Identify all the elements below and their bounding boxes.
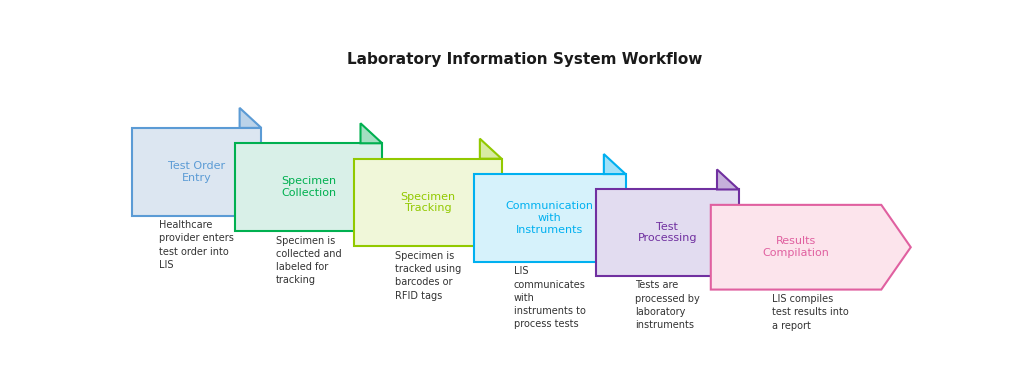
Polygon shape	[240, 108, 261, 128]
Text: LIS compiles
test results into
a report: LIS compiles test results into a report	[772, 294, 849, 330]
Text: Laboratory Information System Workflow: Laboratory Information System Workflow	[347, 52, 702, 67]
Polygon shape	[604, 154, 626, 174]
Polygon shape	[717, 169, 738, 190]
Polygon shape	[717, 169, 738, 190]
Polygon shape	[711, 205, 910, 290]
Text: Healthcare
provider enters
test order into
LIS: Healthcare provider enters test order in…	[159, 220, 234, 270]
Polygon shape	[596, 190, 738, 276]
Text: Specimen is
collected and
labeled for
tracking: Specimen is collected and labeled for tr…	[275, 236, 341, 285]
Polygon shape	[480, 139, 502, 159]
Polygon shape	[474, 174, 626, 262]
Text: Specimen
Tracking: Specimen Tracking	[400, 192, 456, 213]
Text: Results
Compilation: Results Compilation	[763, 236, 829, 258]
Polygon shape	[360, 123, 382, 143]
Polygon shape	[234, 143, 382, 231]
Text: Test
Processing: Test Processing	[638, 222, 697, 243]
Polygon shape	[360, 123, 382, 143]
Polygon shape	[354, 159, 502, 246]
Text: Test Order
Entry: Test Order Entry	[168, 161, 225, 183]
Text: Communication
with
Instruments: Communication with Instruments	[506, 201, 594, 235]
Polygon shape	[240, 108, 261, 128]
Polygon shape	[480, 139, 502, 159]
Polygon shape	[604, 154, 626, 174]
Text: Specimen is
tracked using
barcodes or
RFID tags: Specimen is tracked using barcodes or RF…	[395, 251, 461, 301]
Polygon shape	[132, 128, 261, 216]
Text: Specimen
Collection: Specimen Collection	[281, 176, 336, 198]
Text: Tests are
processed by
laboratory
instruments: Tests are processed by laboratory instru…	[635, 280, 699, 330]
Text: LIS
communicates
with
instruments to
process tests: LIS communicates with instruments to pro…	[514, 266, 586, 329]
